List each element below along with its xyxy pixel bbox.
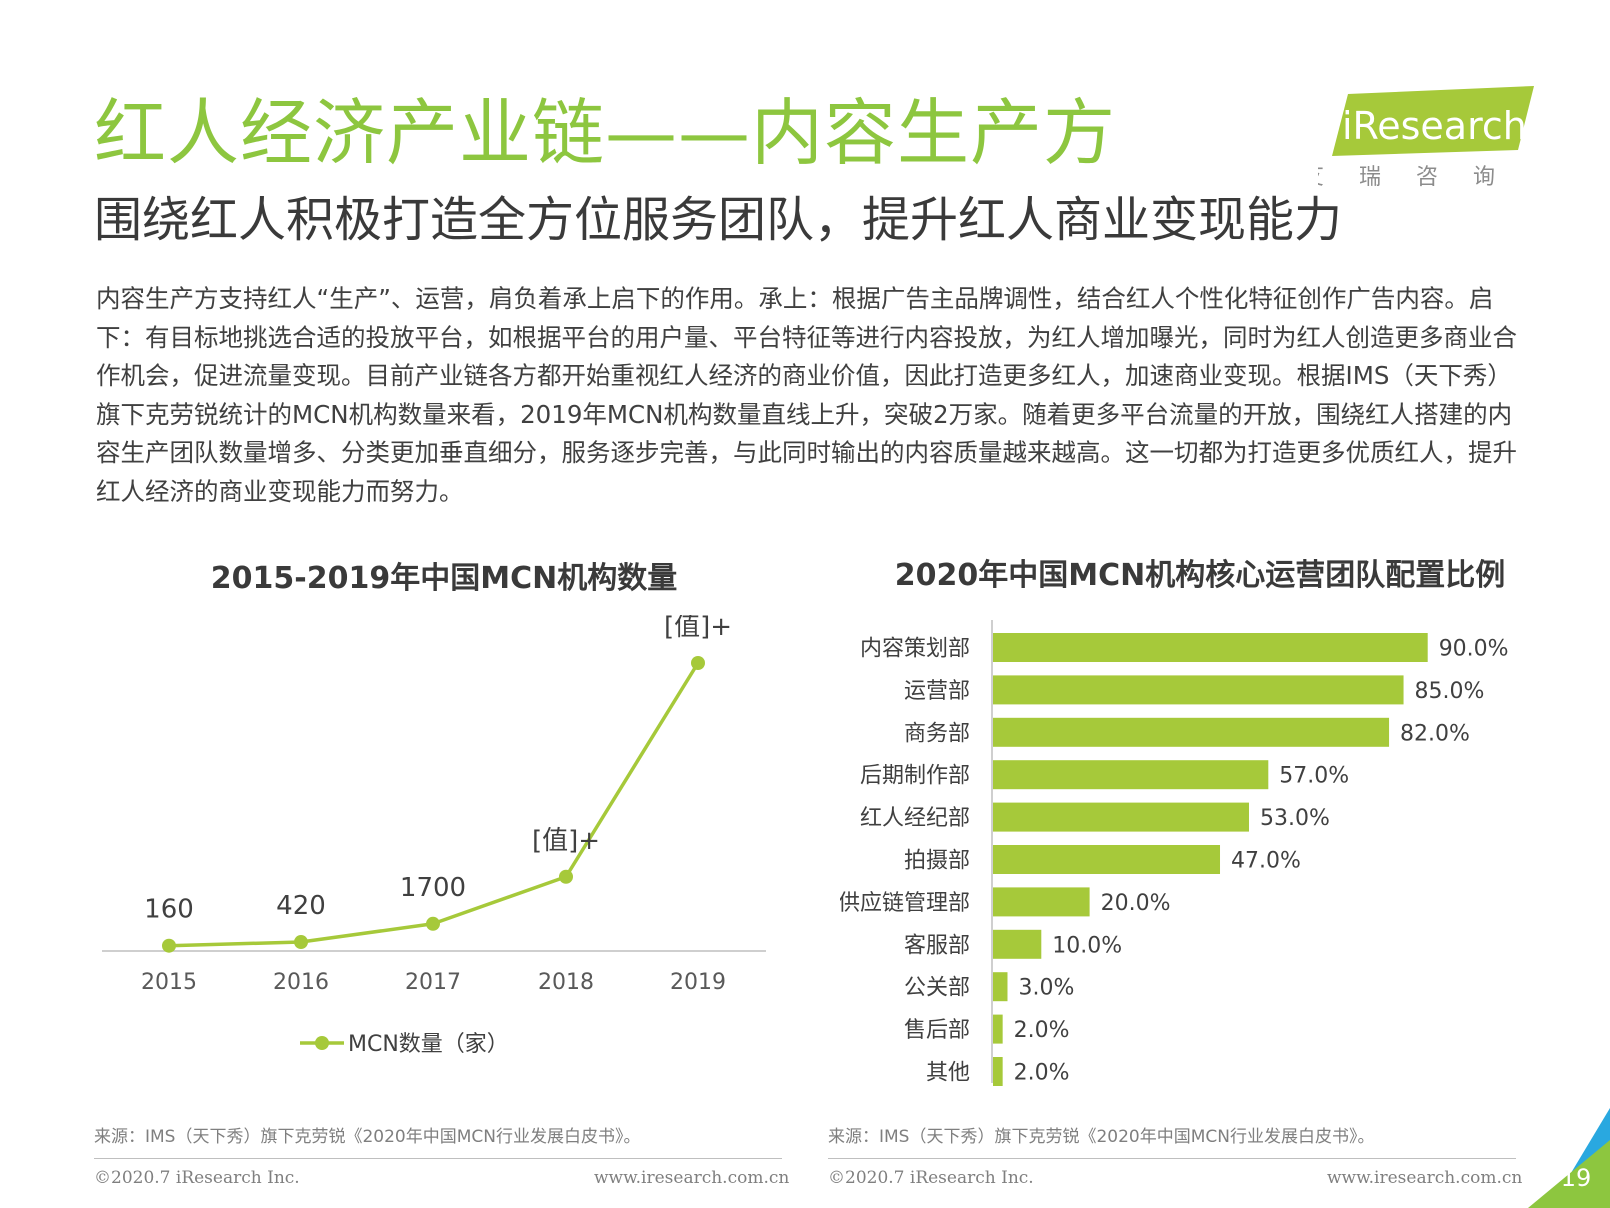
bar [993,929,1042,959]
data-label: [值]+ [532,826,600,856]
x-tick-label: 2015 [141,970,197,995]
data-point [426,916,440,931]
value-label: 2.0% [1014,1061,1070,1086]
data-label: 1700 [400,873,466,903]
category-label: 公关部 [904,976,970,1001]
line-chart-title: 2015-2019年中国MCN机构数量 [210,561,678,596]
bar [993,675,1404,705]
value-label: 47.0% [1231,849,1301,874]
source-note-right: 来源：IMS（天下秀）旗下克劳锐《2020年中国MCN行业发展白皮书》。 [828,1127,1375,1147]
bar [993,760,1269,790]
x-tick-label: 2017 [405,970,461,995]
bar [993,802,1249,832]
bar [993,972,1008,1002]
data-label: 420 [276,891,326,921]
category-label: 其他 [926,1061,970,1086]
page-title: 红人经济产业链——内容生产方 [94,91,1117,175]
legend-marker [315,1036,329,1050]
x-tick-label: 2019 [670,970,726,995]
value-label: 2.0% [1014,1018,1070,1043]
data-label: [值]+ [664,615,732,642]
logo-parallelogram [1332,86,1534,156]
category-label: 供应链管理部 [840,891,970,916]
value-label: 53.0% [1260,806,1330,831]
category-label: 内容策划部 [860,637,970,662]
footer-divider-right [828,1158,1516,1159]
bar [993,633,1428,662]
bar-chart-title: 2020年中国MCN机构核心运营团队配置比例 [894,558,1506,593]
bar [993,845,1221,874]
copyright-right: ©2020.7 iResearch Inc. [828,1168,1034,1188]
x-tick-label: 2016 [273,970,329,995]
bar [993,717,1390,747]
data-label: 160 [144,895,194,925]
category-label: 拍摄部 [904,849,970,874]
category-label: 售后部 [904,1018,970,1043]
bar [993,887,1090,917]
value-label: 3.0% [1018,976,1074,1001]
source-note-left: 来源：IMS（天下秀）旗下克劳锐《2020年中国MCN行业发展白皮书》。 [94,1127,641,1147]
corner-decoration [1528,1108,1610,1208]
data-point [162,938,176,953]
copyright-left: ©2020.7 iResearch Inc. [94,1168,300,1188]
body-paragraph: 内容生产方支持红人“生产”、运营，肩负着承上启下的作用。承上：根据广告主品牌调性… [96,284,1517,506]
data-point [559,869,573,884]
footer-divider-left [94,1158,782,1159]
x-tick-label: 2018 [538,970,594,995]
bar [993,1014,1003,1044]
category-label: 红人经纪部 [860,806,970,831]
value-label: 85.0% [1415,679,1485,704]
category-label: 运营部 [904,679,970,704]
website-link-right[interactable]: www.iresearch.com.cn [1327,1168,1523,1188]
value-label: 90.0% [1439,637,1509,662]
legend-label: MCN数量（家） [348,1032,509,1057]
website-link-left[interactable]: www.iresearch.com.cn [594,1168,790,1188]
logo-text: iResearch [1342,104,1527,148]
bar [993,1057,1003,1086]
value-label: 10.0% [1052,933,1122,958]
series-line-mcn [168,662,700,948]
category-label: 客服部 [904,933,970,958]
data-point [691,656,705,670]
bar-chart: 内容策划部 90.0% 运营部 85.0% 商务部 82.0% 后期制作部 57.0% 红人经纪… [840,620,1509,1086]
logo-subtext: 艾 瑞 咨 询 [1318,165,1509,190]
data-point [294,935,308,950]
line-chart: 160 2015 420 2016 1700 2017 [值]+ 2018 [值]+ 2019 MC… [102,615,766,1057]
category-label: 商务部 [904,721,970,746]
corner-green-triangle [1528,1140,1610,1208]
value-label: 20.0% [1101,891,1171,916]
iresearch-logo: iResearch 艾 瑞 咨 询 [1318,86,1534,190]
value-label: 82.0% [1400,721,1470,746]
page-number: 19 [1560,1164,1592,1192]
category-label: 后期制作部 [860,764,970,789]
page-subtitle: 围绕红人积极打造全方位服务团队，提升红人商业变现能力 [94,192,1343,248]
value-label: 57.0% [1279,764,1349,789]
